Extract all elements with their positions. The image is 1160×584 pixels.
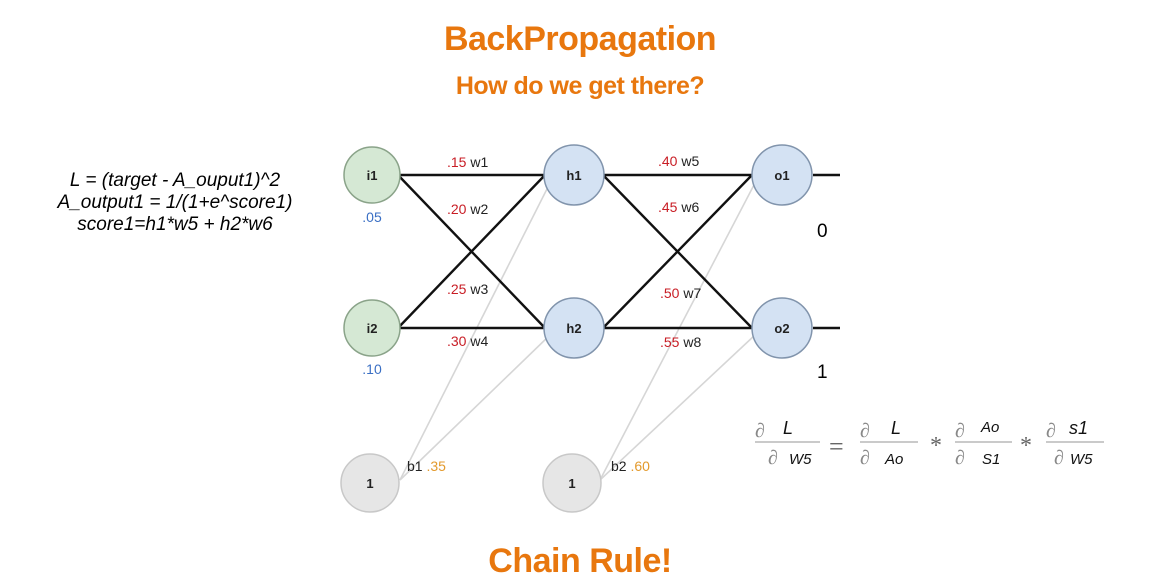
- weight-w6-label: .45 w6: [658, 199, 699, 215]
- term-W5: W5: [1070, 451, 1093, 468]
- weight-w3-label: .25 w3: [447, 281, 488, 297]
- node-i2-label: i2: [367, 321, 378, 336]
- partial-symbol: ∂: [1046, 420, 1056, 442]
- node-h2: h2: [543, 297, 605, 359]
- partial-symbol: ∂: [768, 447, 778, 469]
- edge-b2-o1: [599, 182, 756, 481]
- partial-symbol: ∂: [860, 447, 870, 469]
- loss-formulas: L = (target - A_ouput1)^2 A_output1 = 1/…: [30, 170, 320, 236]
- edge-b1-h2: [399, 334, 551, 481]
- edge-b1-h1: [399, 182, 551, 481]
- node-i2: i2: [343, 299, 401, 357]
- weight-w5-label: .40 w5: [658, 153, 699, 169]
- node-o2-label: o2: [774, 321, 789, 336]
- term-L: L: [891, 418, 901, 438]
- footer-title: Chain Rule!: [488, 542, 672, 580]
- equals-sign: =: [829, 432, 844, 461]
- node-bias1-label: 1: [366, 476, 373, 491]
- node-h1-label: h1: [566, 168, 581, 183]
- node-o2: o2: [751, 297, 813, 359]
- input-i1-value: .05: [362, 209, 382, 225]
- node-bias1: 1: [340, 453, 400, 513]
- node-h1: h1: [543, 144, 605, 206]
- weight-w8-label: .55 w8: [660, 334, 701, 350]
- weight-w1-label: .15 w1: [447, 154, 488, 170]
- node-h2-label: h2: [566, 321, 581, 336]
- node-bias2: 1: [542, 453, 602, 513]
- term-L: L: [783, 418, 793, 438]
- node-i1: i1: [343, 146, 401, 204]
- term-Ao: Ao: [980, 419, 999, 436]
- weight-w2-label: .20 w2: [447, 201, 488, 217]
- score-formula: score1=h1*w5 + h2*w6: [77, 214, 273, 235]
- weight-w4-label: .30 w4: [447, 333, 488, 349]
- target-o1: 0: [817, 221, 828, 242]
- partial-symbol: ∂: [860, 420, 870, 442]
- bias-b2-label: b2 .60: [611, 458, 650, 474]
- bias-b1-label: b1 .35: [407, 458, 446, 474]
- node-i1-label: i1: [367, 168, 378, 183]
- chain-rule-equation: ∂ L ∂ W5 = ∂ L ∂ Ao * ∂ Ao ∂ S1 * ∂ s1 ∂…: [755, 418, 1104, 469]
- page-title: BackPropagation: [443, 20, 717, 58]
- partial-symbol: ∂: [955, 447, 965, 469]
- loss-formula: L = (target - A_ouput1)^2: [69, 170, 281, 191]
- edge-w3: [397, 174, 546, 329]
- node-o1-label: o1: [774, 168, 789, 183]
- partial-symbol: ∂: [1054, 447, 1064, 469]
- edge-b2-o2: [599, 334, 756, 481]
- node-o1: o1: [751, 144, 813, 206]
- term-S1: S1: [982, 451, 1000, 468]
- target-o2: 1: [817, 362, 828, 383]
- term-W5: W5: [789, 451, 812, 468]
- bias-edges: [399, 182, 756, 481]
- node-bias2-label: 1: [568, 476, 575, 491]
- page-subtitle: How do we get there?: [455, 72, 705, 100]
- input-i2-value: .10: [362, 361, 382, 377]
- partial-symbol: ∂: [955, 420, 965, 442]
- partial-symbol: ∂: [755, 420, 765, 442]
- activation-formula: A_output1 = 1/(1+e^score1): [57, 192, 293, 213]
- weight-w7-label: .50 w7: [660, 285, 701, 301]
- edge-w7: [602, 174, 753, 329]
- term-Ao: Ao: [884, 451, 903, 468]
- times-sign: *: [1020, 433, 1032, 459]
- times-sign: *: [930, 433, 942, 459]
- weight-edges: [397, 173, 840, 330]
- term-s1: s1: [1069, 418, 1088, 438]
